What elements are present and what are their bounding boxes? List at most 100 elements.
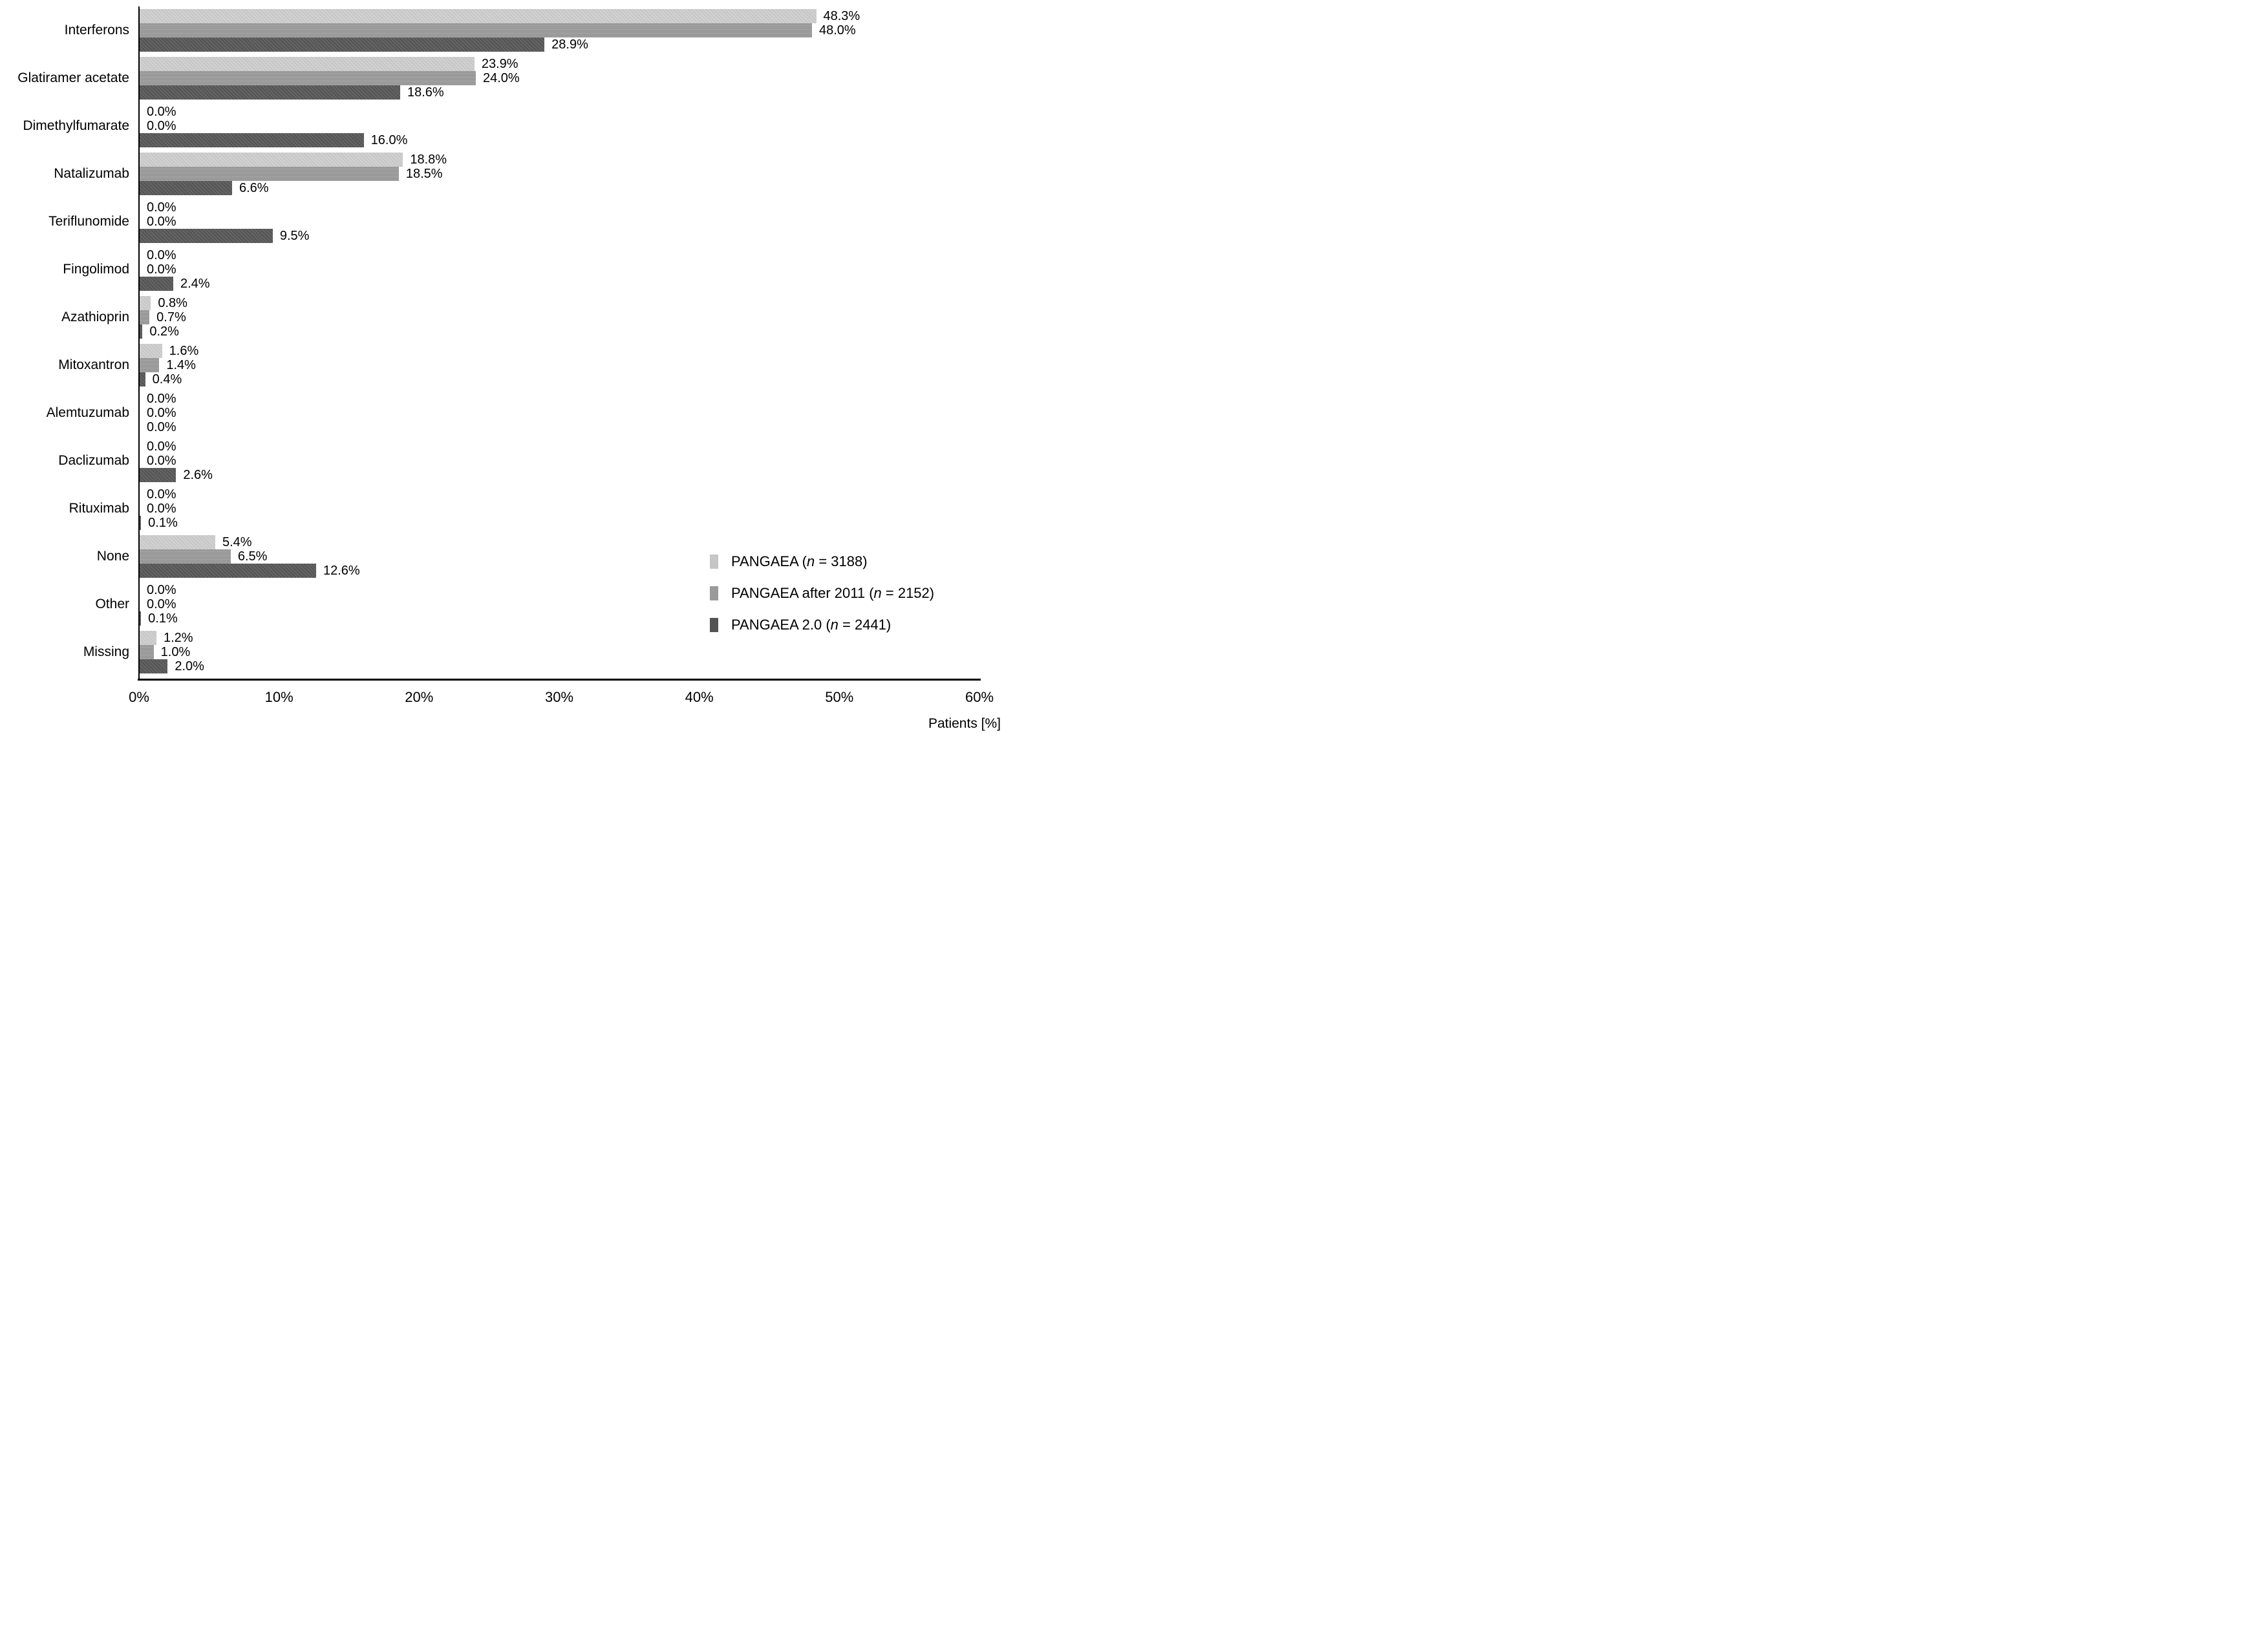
legend-label-n: n <box>830 616 838 633</box>
value-label: 0.0% <box>147 583 176 597</box>
value-label: 1.2% <box>164 631 193 645</box>
category-label: Mitoxantron <box>58 357 129 372</box>
legend-label-prefix: PANGAEA after 2011 ( <box>731 584 874 601</box>
value-label: 2.0% <box>175 659 204 673</box>
legend-label-suffix: = 2441) <box>838 616 892 633</box>
legend-label: PANGAEA (n = 3188) <box>731 553 868 570</box>
legend-item-pangaea: PANGAEA (n = 3188) <box>710 545 934 577</box>
value-label: 12.6% <box>323 564 360 578</box>
legend-label-n: n <box>806 553 815 569</box>
y-axis-line <box>138 6 140 681</box>
category-label: Daclizumab <box>58 453 129 468</box>
bar <box>140 564 316 578</box>
legend-label-suffix: = 3188) <box>815 553 868 569</box>
x-axis-tick-label: 10% <box>264 689 294 705</box>
value-label: 2.4% <box>180 277 210 291</box>
legend: PANGAEA (n = 3188) PANGAEA after 2011 (n… <box>710 545 934 641</box>
category-label: Rituximab <box>69 501 129 516</box>
bar <box>140 71 476 85</box>
x-axis-tick-label: 40% <box>685 689 714 705</box>
legend-item-pangaea-after-2011: PANGAEA after 2011 (n = 2152) <box>710 577 934 609</box>
value-label: 0.0% <box>147 487 176 502</box>
category-label: Other <box>95 597 129 611</box>
bar <box>140 229 273 243</box>
legend-label-suffix: = 2152) <box>881 584 935 601</box>
value-label: 0.1% <box>148 516 178 530</box>
legend-swatch-pangaea-2-0 <box>710 617 718 632</box>
bar <box>140 324 143 339</box>
value-label: 48.3% <box>823 9 860 23</box>
bar <box>140 358 160 372</box>
bar <box>140 344 162 358</box>
bar <box>140 535 215 549</box>
value-label: 0.0% <box>147 392 176 406</box>
bar <box>140 277 173 291</box>
value-label: 48.0% <box>819 23 856 37</box>
value-label: 0.0% <box>147 502 176 516</box>
value-label: 0.0% <box>147 597 176 611</box>
value-label: 0.2% <box>149 324 179 339</box>
value-label: 0.1% <box>148 611 178 626</box>
category-label: Dimethylfumarate <box>23 118 129 133</box>
value-label: 0.0% <box>147 105 176 119</box>
bar <box>140 57 475 71</box>
category-label: Natalizumab <box>54 166 129 181</box>
bar <box>140 631 156 645</box>
bar <box>140 9 817 23</box>
value-label: 0.7% <box>156 310 186 324</box>
category-label: Alemtuzumab <box>46 405 129 420</box>
value-label: 23.9% <box>481 57 518 71</box>
value-label: 28.9% <box>551 37 588 52</box>
value-label: 0.0% <box>147 439 176 454</box>
bar <box>140 645 154 659</box>
value-label: 9.5% <box>279 229 310 243</box>
x-axis-line <box>138 679 981 681</box>
legend-label-prefix: PANGAEA 2.0 ( <box>731 616 831 633</box>
bar <box>140 516 142 530</box>
value-label: 0.0% <box>147 454 176 468</box>
bar <box>140 23 812 37</box>
bar <box>140 181 232 195</box>
value-label: 1.6% <box>169 344 199 358</box>
value-label: 0.0% <box>147 262 176 277</box>
x-axis-tick-label: 60% <box>965 689 994 705</box>
value-label: 0.0% <box>147 119 176 133</box>
category-label: Missing <box>83 644 129 659</box>
bar <box>140 167 399 181</box>
value-label: 18.6% <box>407 85 444 100</box>
plot-area: Interferons 48.3% 48.0% 28.9% Glatiramer ace… <box>0 0 1014 743</box>
x-axis-tick-label: 50% <box>825 689 854 705</box>
value-label: 0.0% <box>147 248 176 262</box>
value-label: 6.5% <box>237 549 268 564</box>
legend-item-pangaea-2-0: PANGAEA 2.0 (n = 2441) <box>710 609 934 641</box>
category-label: Interferons <box>64 23 129 37</box>
value-label: 6.6% <box>239 181 269 195</box>
value-label: 0.0% <box>147 420 176 434</box>
value-label: 0.0% <box>147 200 176 215</box>
bar <box>140 37 545 52</box>
value-label: 24.0% <box>483 71 520 85</box>
legend-swatch-pangaea <box>710 554 718 569</box>
bar <box>140 310 150 324</box>
x-axis-tick-label: 0% <box>129 689 149 705</box>
figure: Interferons 48.3% 48.0% 28.9% Glatiramer ace… <box>0 0 1014 743</box>
bar <box>140 296 151 310</box>
value-label: 0.8% <box>158 296 187 310</box>
value-label: 1.0% <box>160 645 191 659</box>
value-label: 16.0% <box>370 133 408 147</box>
value-label: 18.8% <box>410 153 447 167</box>
x-axis-title: Patients [%] <box>928 716 1001 731</box>
legend-label: PANGAEA after 2011 (n = 2152) <box>731 585 934 602</box>
value-label: 2.6% <box>183 468 213 482</box>
legend-label: PANGAEA 2.0 (n = 2441) <box>731 617 891 633</box>
bar <box>140 85 400 100</box>
value-label: 0.0% <box>147 406 176 420</box>
value-label: 1.4% <box>166 358 196 372</box>
legend-label-n: n <box>873 584 882 601</box>
category-label: Teriflunomide <box>48 214 129 229</box>
bar <box>140 659 168 673</box>
bar <box>140 468 176 482</box>
legend-swatch-pangaea-after-2011 <box>710 586 718 600</box>
category-label: None <box>96 549 129 564</box>
value-label: 18.5% <box>405 167 443 181</box>
